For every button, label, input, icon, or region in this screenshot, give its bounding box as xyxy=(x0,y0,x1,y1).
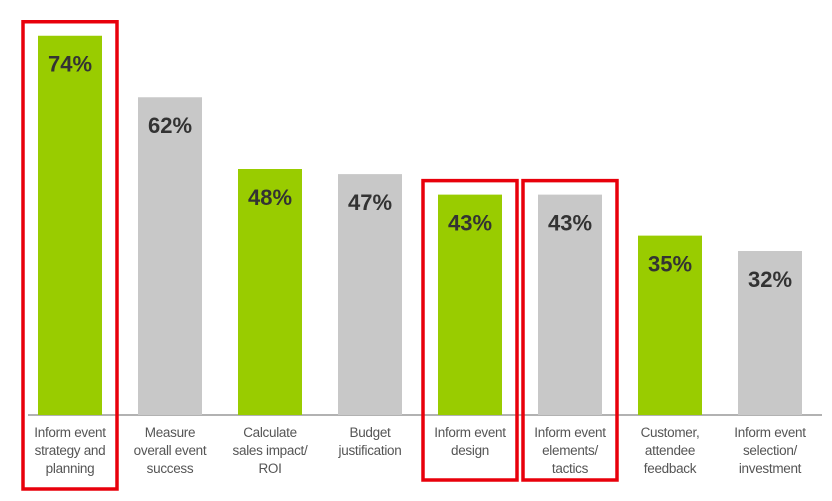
x-tick-label: Inform event strategy and planning xyxy=(34,425,106,476)
value-label: 47% xyxy=(348,190,392,215)
bar xyxy=(438,194,502,415)
value-label: 74% xyxy=(48,52,92,77)
bar xyxy=(338,174,402,415)
bar xyxy=(38,35,102,415)
highlight-box xyxy=(21,20,119,491)
x-tick-label: Inform event selection/ investment xyxy=(734,425,806,476)
highlight-box xyxy=(521,178,619,482)
x-tick-label: Customer, attendee feedback xyxy=(640,425,700,476)
value-label: 48% xyxy=(248,185,292,210)
bar xyxy=(138,97,202,415)
value-label: 62% xyxy=(148,113,192,138)
x-tick-label: Calculate sales impact/ ROI xyxy=(232,425,308,476)
highlight-box xyxy=(421,178,519,482)
x-tick-label: Inform event elements/ tactics xyxy=(534,425,606,476)
value-label: 43% xyxy=(448,210,492,235)
bar xyxy=(538,194,602,415)
bar xyxy=(238,169,302,415)
value-label: 35% xyxy=(648,251,692,276)
value-label: 43% xyxy=(548,210,592,235)
value-label: 32% xyxy=(748,267,792,292)
bar xyxy=(738,251,802,415)
x-tick-label: Measure overall event success xyxy=(133,425,207,476)
bar xyxy=(638,235,702,415)
x-tick-label: Inform event design xyxy=(434,425,506,458)
x-tick-label: Budget justification xyxy=(338,425,402,458)
